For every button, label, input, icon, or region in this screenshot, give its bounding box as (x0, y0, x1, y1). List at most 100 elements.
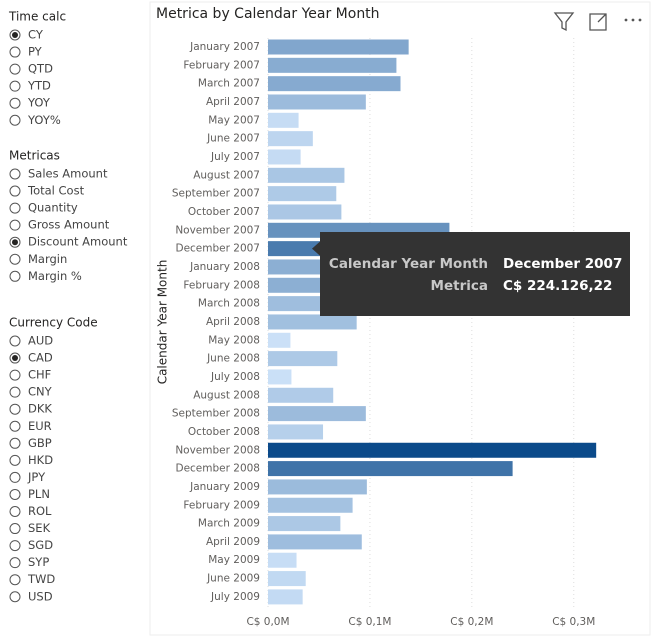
bar[interactable] (268, 516, 341, 532)
slicer-option[interactable]: QTD (28, 62, 53, 76)
bar[interactable] (268, 534, 362, 550)
slicer-option[interactable]: Quantity (28, 201, 78, 215)
y-tick-label: April 2007 (206, 96, 260, 108)
radio[interactable] (9, 471, 21, 483)
y-tick-label: July 2008 (210, 371, 260, 383)
slicer-option[interactable]: PY (28, 45, 43, 59)
bar[interactable] (268, 571, 306, 587)
radio[interactable] (9, 540, 21, 552)
slicer-option[interactable]: YOY (27, 96, 51, 110)
radio[interactable] (9, 437, 21, 449)
slicer-option[interactable]: EUR (28, 419, 52, 433)
radio[interactable] (9, 454, 21, 466)
bar[interactable] (268, 406, 366, 422)
bar[interactable] (268, 112, 299, 128)
slicer-option[interactable]: Margin (28, 252, 67, 266)
y-tick-label: February 2008 (183, 279, 260, 291)
slicer-option[interactable]: DKK (28, 402, 52, 416)
slicer-option[interactable]: SEK (28, 521, 51, 535)
slicer-option[interactable]: ROL (28, 504, 52, 518)
radio[interactable] (9, 202, 21, 214)
x-tick-label: C$ 0,3M (552, 616, 595, 628)
radio[interactable] (9, 335, 21, 347)
slicer-option[interactable]: YOY% (27, 113, 61, 127)
focus-icon[interactable] (589, 13, 607, 31)
filter-icon[interactable] (553, 12, 575, 32)
y-tick-label: August 2008 (193, 389, 260, 401)
bar[interactable] (268, 186, 337, 202)
y-tick-label: April 2008 (206, 316, 260, 328)
bar[interactable] (268, 57, 397, 73)
bar[interactable] (268, 351, 338, 367)
radio[interactable] (9, 63, 21, 75)
slicer-option[interactable]: Gross Amount (28, 218, 110, 232)
radio[interactable] (9, 591, 21, 603)
bar[interactable] (268, 149, 301, 165)
bar[interactable] (268, 369, 292, 385)
radio[interactable] (9, 488, 21, 500)
y-tick-label: February 2007 (183, 59, 260, 71)
bar[interactable] (268, 552, 297, 568)
slicer-option[interactable]: CHF (28, 368, 51, 382)
slicer-option[interactable]: AUD (28, 334, 53, 348)
bar[interactable] (268, 497, 353, 513)
slicer-option[interactable]: TWD (27, 572, 55, 586)
slicer-option[interactable]: JPY (27, 470, 46, 484)
tooltip-key: Metrica (431, 278, 488, 294)
radio[interactable] (9, 403, 21, 415)
y-tick-label: May 2007 (208, 114, 260, 126)
radio[interactable] (9, 219, 21, 231)
bar[interactable] (268, 424, 324, 440)
slicer-option[interactable]: YTD (27, 79, 51, 93)
slicer-option[interactable]: CAD (28, 351, 53, 365)
bar[interactable] (268, 131, 313, 147)
slicer-option[interactable]: Discount Amount (28, 235, 128, 249)
slicer-option[interactable]: HKD (28, 453, 53, 467)
slicer-option[interactable]: PLN (28, 487, 50, 501)
radio[interactable] (9, 574, 21, 586)
radio[interactable] (9, 80, 21, 92)
radio[interactable] (9, 523, 21, 535)
bar[interactable] (268, 39, 409, 55)
radio[interactable] (9, 253, 21, 265)
bar[interactable] (268, 76, 401, 92)
y-axis-title: Calendar Year Month (156, 260, 170, 385)
y-tick-label: June 2009 (206, 573, 260, 585)
radio[interactable] (9, 557, 21, 569)
radio[interactable] (9, 97, 21, 109)
bar[interactable] (268, 167, 345, 183)
slicer-option[interactable]: SYP (28, 555, 49, 569)
slicer-option[interactable]: SGD (28, 538, 53, 552)
slicer-option[interactable]: Sales Amount (28, 167, 108, 181)
more-icon[interactable] (624, 18, 642, 22)
slicer-option[interactable]: Margin % (28, 269, 82, 283)
y-tick-label: July 2007 (210, 151, 260, 163)
slicer-option[interactable]: GBP (28, 436, 52, 450)
radio[interactable] (9, 270, 21, 282)
radio[interactable] (9, 185, 21, 197)
radio[interactable] (9, 114, 21, 126)
slicer-option[interactable]: CNY (28, 385, 53, 399)
bar[interactable] (268, 204, 342, 220)
bar[interactable] (268, 442, 597, 458)
radio[interactable] (9, 420, 21, 432)
bar[interactable] (268, 314, 357, 330)
bar[interactable] (268, 479, 367, 495)
slicer-option[interactable]: Total Cost (27, 184, 85, 198)
radio[interactable] (9, 168, 21, 180)
bar[interactable] (268, 387, 334, 403)
y-tick-label: August 2007 (193, 169, 260, 181)
bar[interactable] (268, 461, 513, 477)
y-tick-label: July 2009 (210, 591, 260, 603)
radio[interactable] (9, 369, 21, 381)
bar[interactable] (268, 589, 303, 605)
radio[interactable] (9, 386, 21, 398)
bar[interactable] (268, 94, 366, 110)
tooltip (320, 232, 630, 316)
radio[interactable] (9, 506, 21, 517)
radio-dot (12, 239, 18, 246)
slicer-option[interactable]: CY (28, 28, 44, 42)
bar[interactable] (268, 332, 291, 348)
radio[interactable] (9, 46, 21, 58)
slicer-option[interactable]: USD (28, 589, 53, 603)
